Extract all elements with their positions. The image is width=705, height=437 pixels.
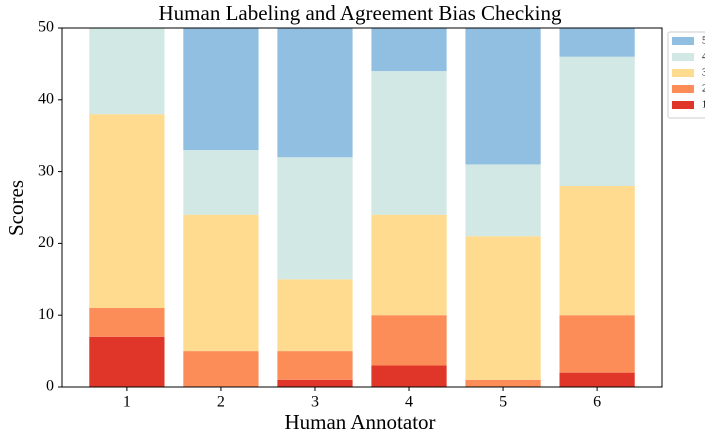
bar-segment <box>559 56 635 186</box>
x-tick-label: 3 <box>311 394 319 411</box>
plot-frame <box>61 27 663 388</box>
bar-segment <box>89 28 165 115</box>
legend-label: 4 <box>702 51 705 62</box>
y-tick-label: 0 <box>46 378 54 395</box>
bar-segment <box>559 372 635 387</box>
bar-segment <box>183 214 259 352</box>
legend-swatch <box>672 101 694 109</box>
y-tick-label: 10 <box>38 306 54 323</box>
bar-segment <box>559 28 635 57</box>
legend-label: 2 <box>702 83 705 94</box>
legend-swatch <box>672 53 694 61</box>
bar-segment <box>277 379 353 387</box>
bar-segment <box>465 379 541 387</box>
bar-segment <box>277 351 353 380</box>
bar-segment <box>277 28 353 158</box>
x-axis-label: Human Annotator <box>284 410 435 434</box>
bar-segment <box>559 185 635 316</box>
x-tick-label: 5 <box>499 394 507 411</box>
bar-segment <box>277 279 353 352</box>
bar-segment <box>465 236 541 380</box>
legend-label: 5 <box>702 35 705 46</box>
bar-segment <box>183 28 259 151</box>
legend-swatch <box>672 85 694 93</box>
bar-segment <box>183 351 259 387</box>
legend-label: 3 <box>702 67 705 78</box>
bar-segment <box>371 214 447 316</box>
x-tick-label: 1 <box>123 394 131 411</box>
legend-label: 1 <box>702 99 705 110</box>
x-tick-label: 4 <box>405 394 413 411</box>
x-tick-label: 2 <box>217 394 225 411</box>
y-tick-label: 20 <box>38 234 54 251</box>
y-axis-label: Scores <box>4 180 28 236</box>
bar-segment <box>371 71 447 215</box>
bar-segment <box>89 336 165 387</box>
bar-segment <box>371 365 447 387</box>
chart-title: Human Labeling and Agreement Bias Checki… <box>159 1 562 25</box>
bar-segment <box>183 150 259 215</box>
bar-segment <box>465 164 541 237</box>
y-tick-label: 30 <box>38 162 54 179</box>
bar-segment <box>371 315 447 366</box>
bar-segment <box>559 315 635 373</box>
bar-segment <box>371 28 447 72</box>
y-tick-label: 50 <box>38 19 54 36</box>
y-tick-label: 40 <box>38 90 54 107</box>
legend-swatch <box>672 69 694 77</box>
bar-segment <box>89 308 165 337</box>
bar-segment <box>89 114 165 309</box>
x-tick-label: 6 <box>593 394 601 411</box>
bar-segment <box>277 157 353 280</box>
legend-swatch <box>672 37 694 45</box>
bar-segment <box>465 28 541 165</box>
